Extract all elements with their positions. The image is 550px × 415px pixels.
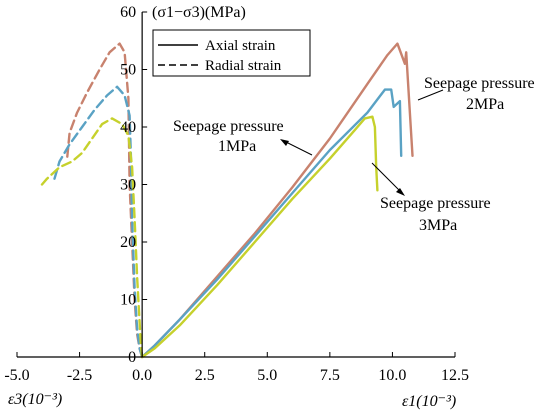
y-tick-label: 40 xyxy=(120,119,136,136)
legend-box xyxy=(152,29,311,77)
annotation-3mpa-arrow xyxy=(371,162,403,194)
y-tick-label: 10 xyxy=(120,292,136,309)
annotation-2mpa-line2: 2MPa xyxy=(466,96,504,113)
annotation-1mpa-arrowhead xyxy=(280,139,289,146)
y-tick-label: 60 xyxy=(120,4,136,21)
y-axis-title: (σ1−σ3)(MPa) xyxy=(152,4,246,21)
series-layer xyxy=(40,42,414,359)
annotation-3mpa-arrowhead xyxy=(396,188,405,196)
x-tick-label: 7.5 xyxy=(320,367,340,384)
annotation-3mpa-line1: Seepage pressure xyxy=(380,195,491,212)
annotations: Seepage pressure 1MPa Seepage pressure 2… xyxy=(173,75,535,234)
axes: -5.0 -2.5 0.0 2.5 5.0 7.5 10.0 12.5 0 10 20 30 40 50… xyxy=(4,4,469,384)
annotation-1mpa-line2: 1MPa xyxy=(218,138,256,155)
legend-label-axial: Axial strain xyxy=(205,38,276,54)
y-tick-label: 50 xyxy=(120,62,136,79)
x-tick-label: 5.0 xyxy=(257,367,277,384)
x-ticks: -5.0 -2.5 0.0 2.5 5.0 7.5 10.0 12.5 xyxy=(4,352,469,384)
annotation-3mpa-line2: 3MPa xyxy=(419,217,457,234)
x-tick-label: 2.5 xyxy=(195,367,215,384)
annotation-2mpa-line1: Seepage pressure xyxy=(424,75,535,92)
legend: Axial strain Radial strain xyxy=(152,29,311,77)
x-tick-label: 0.0 xyxy=(132,367,152,384)
annotation-1mpa-arrow xyxy=(283,140,313,156)
series-radial-2mpa xyxy=(53,85,144,359)
y-tick-label: 0 xyxy=(128,349,136,366)
series-axial-2mpa xyxy=(140,88,403,359)
series-axial-3mpa xyxy=(140,115,379,359)
x-tick-label: -2.5 xyxy=(67,367,92,384)
x-axis-label-radial: ε3(10⁻³) xyxy=(8,391,62,408)
x-tick-label: 12.5 xyxy=(441,367,469,384)
annotation-2mpa-arrow xyxy=(417,89,444,101)
series-radial-3mpa xyxy=(40,117,144,359)
legend-label-radial: Radial strain xyxy=(205,58,282,74)
series-axial-1mpa xyxy=(140,42,414,359)
x-tick-label: -5.0 xyxy=(4,367,29,384)
x-axis-label-axial: ε1(10⁻³) xyxy=(402,393,456,410)
y-tick-label: 20 xyxy=(120,234,136,251)
y-tick-label: 30 xyxy=(120,177,136,194)
y-ticks: 0 10 20 30 40 50 60 xyxy=(120,4,148,366)
x-tick-label: 10.0 xyxy=(378,367,406,384)
annotation-1mpa-line1: Seepage pressure xyxy=(173,118,284,135)
